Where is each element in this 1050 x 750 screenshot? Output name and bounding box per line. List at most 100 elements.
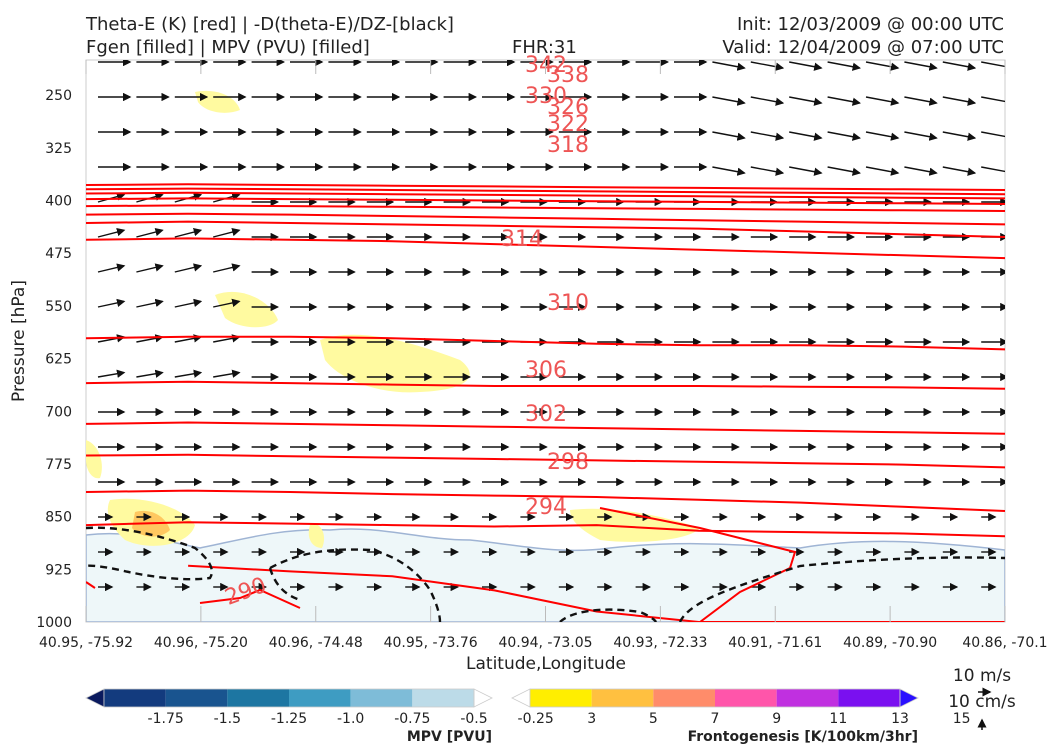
- colorbar-segment: [591, 689, 654, 707]
- colorbar-tick-label: -0.25: [518, 711, 554, 727]
- wind-ref-vertical: 10 cm/s: [948, 692, 1016, 712]
- wind-arrow: [942, 61, 977, 71]
- colorbar-tick-label: 7: [711, 711, 720, 727]
- y-tick-label: 325: [45, 141, 72, 157]
- wind-arrow: [136, 369, 164, 378]
- x-tick-label: 40.89, -70.90: [843, 635, 937, 651]
- wind-arrow: [865, 166, 900, 176]
- contour-label-298: 298: [547, 450, 589, 475]
- colorbar-tick-label: -1.75: [148, 711, 184, 727]
- wind-arrow: [213, 369, 241, 378]
- y-tick-label: 550: [45, 299, 72, 315]
- wind-arrow: [904, 131, 938, 141]
- colorbar-segment: [838, 689, 900, 707]
- y-tick-label: 925: [45, 562, 72, 578]
- wind-arrow: [97, 369, 126, 378]
- wind-arrow: [174, 263, 203, 273]
- wind-arrow: [904, 61, 938, 71]
- colorbar-tick-label: 11: [829, 711, 847, 727]
- colorbar-outline: [529, 688, 901, 708]
- wind-reference-key: 10 m/s 10 cm/s: [948, 666, 1016, 730]
- wind-arrow: [789, 96, 823, 106]
- contour-314: [86, 335, 1005, 351]
- wind-arrow: [865, 131, 900, 141]
- x-tick-label: 40.93, -72.33: [613, 635, 707, 651]
- y-tick-label: 700: [45, 404, 72, 420]
- wind-arrow: [97, 298, 126, 308]
- contour-342: [86, 187, 1005, 196]
- mpv-colorbar: -1.75 -1.5 -1.25 -1.0 -0.75 -0.5 -0.25: [85, 688, 554, 727]
- dtheta-e-dz-contours: [86, 526, 1005, 622]
- wind-arrow: [750, 61, 785, 71]
- init-time: Init: 12/03/2009 @ 00:00 UTC: [736, 14, 1004, 35]
- fgen-fill-blob: [86, 440, 102, 479]
- x-tick-label: 40.96, -75.20: [154, 635, 248, 651]
- dashed-contour: [559, 608, 658, 622]
- colorbar-tick-label: -1.5: [214, 711, 241, 727]
- contour-326: [86, 212, 1005, 226]
- wind-arrow: [174, 369, 203, 378]
- contour-310: [86, 380, 1005, 390]
- wind-arrow: [174, 334, 203, 343]
- colorbar-segment: [350, 689, 413, 707]
- forecast-hour: FHR:31: [512, 37, 577, 58]
- wind-arrow: [942, 166, 977, 176]
- wind-arrow: [712, 96, 746, 106]
- fgen-fill-blob: [215, 291, 278, 328]
- wind-arrow: [712, 131, 746, 141]
- contour-label-326: 326: [547, 95, 589, 120]
- colorbar-tick-label: 9: [772, 711, 781, 727]
- wind-arrow: [827, 96, 861, 106]
- colorbar-segment: [412, 689, 474, 707]
- y-tick-label: 850: [45, 510, 72, 526]
- colorbar-extend-right: [899, 688, 919, 708]
- contour-322: [86, 220, 1005, 238]
- contour-298: [86, 489, 1005, 512]
- wind-arrow: [136, 227, 164, 238]
- colorbar-tick-label: -1.25: [271, 711, 307, 727]
- wind-arrow: [789, 166, 823, 176]
- contour-low-segments: [86, 507, 797, 622]
- colorbar-segment: [227, 689, 289, 707]
- colorbar-tick-label: 13: [891, 711, 909, 727]
- y-tick-label: 1000: [36, 615, 72, 631]
- wind-arrow: [904, 166, 938, 176]
- colorbar-segment: [165, 689, 228, 707]
- y-tick-label: 625: [45, 352, 72, 368]
- y-axis-label: Pressure [hPa]: [9, 280, 29, 402]
- valid-time: Valid: 12/04/2009 @ 07:00 UTC: [722, 37, 1004, 58]
- wind-arrow: [942, 131, 977, 141]
- wind-arrow: [981, 131, 1005, 138]
- contour-330: [86, 204, 1005, 212]
- wind-arrow: [213, 227, 241, 238]
- mpv-colorbar-title: MPV [PVU]: [407, 729, 492, 745]
- contour-302: [86, 453, 1005, 469]
- dashed-contour: [268, 548, 442, 622]
- fgen-fill-blob: [308, 524, 325, 548]
- contour-334: [86, 197, 1005, 205]
- colorbar-segment: [530, 689, 592, 707]
- wind-arrow: [789, 131, 823, 141]
- contour-label-294: 294: [525, 495, 567, 520]
- wind-arrow: [827, 131, 861, 141]
- contour-label-318: 318: [547, 133, 589, 158]
- colorbar-outline: [103, 688, 475, 708]
- contour-label-330: 330: [525, 84, 567, 109]
- wind-arrow: [136, 263, 164, 273]
- theta-e-contours: [86, 183, 1005, 622]
- wind-arrow: [981, 61, 1005, 68]
- colorbar-extend-left: [85, 688, 105, 708]
- x-tick-label: 40.86, -70.1: [962, 635, 1047, 651]
- x-axis-ticks: 40.95, -75.92 40.96, -75.20 40.96, -74.48 4…: [39, 60, 1048, 651]
- colorbar-extend-right: [473, 688, 493, 708]
- contour-338: [86, 191, 1005, 200]
- contour-290: [188, 564, 1005, 622]
- contour-label-310: 310: [547, 291, 589, 316]
- wind-arrow: [904, 96, 938, 106]
- colorbar-tick-label: 15: [953, 711, 971, 727]
- colorbar-tick-label: 3: [587, 711, 596, 727]
- wind-arrow: [213, 263, 241, 273]
- contour-label-322: 322: [547, 112, 589, 137]
- colorbar-tick-label: -0.75: [394, 711, 430, 727]
